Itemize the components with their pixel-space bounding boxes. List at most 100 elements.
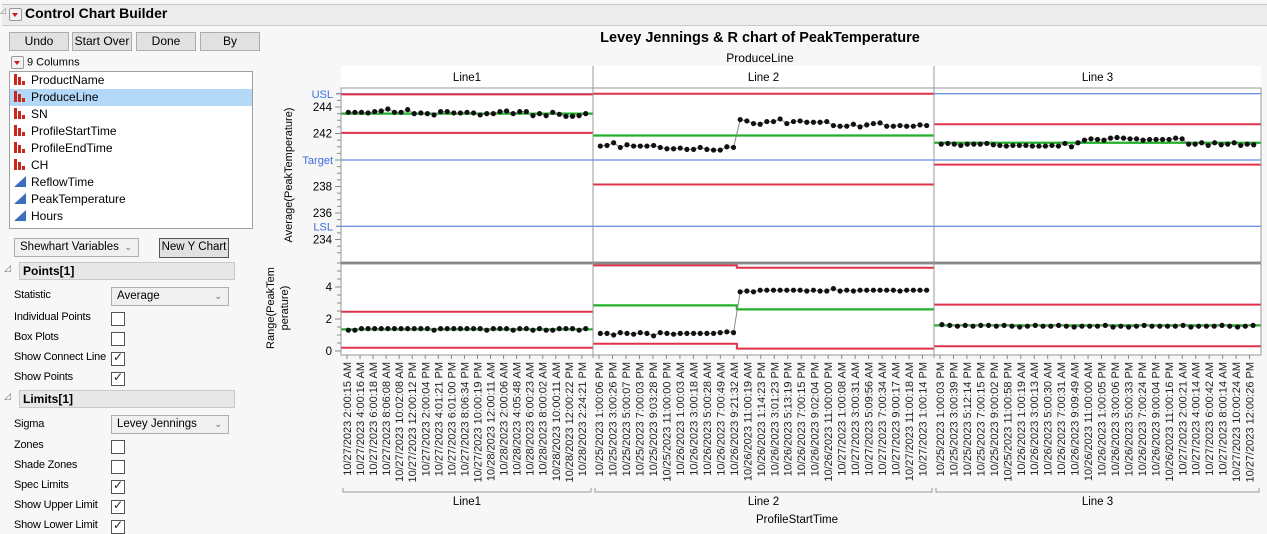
- data-point[interactable]: [1180, 322, 1186, 328]
- limits-section-header[interactable]: ◿ Limits[1]: [4, 390, 235, 408]
- data-point[interactable]: [710, 330, 717, 336]
- data-point[interactable]: [1101, 137, 1107, 143]
- data-point[interactable]: [964, 141, 970, 147]
- data-point[interactable]: [1238, 142, 1244, 149]
- data-point[interactable]: [890, 123, 896, 129]
- data-point[interactable]: [611, 140, 617, 146]
- data-point[interactable]: [770, 287, 777, 293]
- data-point[interactable]: [1063, 323, 1069, 329]
- data-point[interactable]: [924, 287, 930, 293]
- data-point[interactable]: [971, 141, 977, 147]
- data-point[interactable]: [1234, 324, 1241, 330]
- data-point[interactable]: [1149, 323, 1155, 329]
- data-point[interactable]: [490, 326, 496, 332]
- data-point[interactable]: [1055, 322, 1062, 328]
- data-point[interactable]: [378, 326, 384, 332]
- data-point[interactable]: [358, 326, 365, 332]
- shade-zones-checkbox[interactable]: [111, 460, 125, 474]
- data-point[interactable]: [954, 323, 961, 329]
- data-point[interactable]: [637, 330, 643, 336]
- data-point[interactable]: [697, 330, 703, 336]
- data-point[interactable]: [530, 113, 536, 119]
- data-point[interactable]: [1218, 142, 1224, 148]
- data-point[interactable]: [556, 326, 562, 332]
- data-point[interactable]: [770, 118, 777, 125]
- zones-checkbox[interactable]: [111, 440, 125, 454]
- data-point[interactable]: [1081, 137, 1088, 143]
- data-point[interactable]: [517, 326, 523, 332]
- data-point[interactable]: [877, 120, 883, 126]
- data-point[interactable]: [784, 120, 790, 127]
- data-point[interactable]: [910, 123, 916, 129]
- data-point[interactable]: [677, 145, 683, 151]
- data-point[interactable]: [724, 329, 730, 335]
- column-item[interactable]: ProduceLine: [10, 89, 252, 106]
- data-point[interactable]: [1055, 143, 1062, 149]
- data-point[interactable]: [1133, 136, 1140, 142]
- data-point[interactable]: [717, 147, 723, 153]
- data-point[interactable]: [737, 289, 743, 295]
- data-point[interactable]: [411, 326, 417, 332]
- data-point[interactable]: [924, 122, 930, 129]
- data-point[interactable]: [984, 140, 990, 147]
- data-point[interactable]: [497, 326, 503, 332]
- data-point[interactable]: [864, 122, 870, 128]
- data-point[interactable]: [897, 122, 903, 129]
- box-plots-checkbox[interactable]: [111, 332, 125, 346]
- data-point[interactable]: [1166, 136, 1172, 143]
- column-item[interactable]: PeakTemperature: [10, 191, 252, 208]
- data-point[interactable]: [757, 287, 763, 293]
- data-point[interactable]: [597, 330, 603, 336]
- data-point[interactable]: [670, 146, 677, 152]
- collapse-triangle-icon[interactable]: ◿: [0, 6, 7, 15]
- data-point[interactable]: [563, 326, 569, 332]
- data-point[interactable]: [510, 111, 516, 117]
- data-point[interactable]: [904, 287, 910, 293]
- data-point[interactable]: [1062, 140, 1068, 147]
- data-point[interactable]: [837, 123, 843, 129]
- data-point[interactable]: [864, 287, 870, 293]
- data-point[interactable]: [917, 122, 923, 128]
- show-upper-limit-checkbox[interactable]: [111, 498, 125, 514]
- data-point[interactable]: [644, 330, 650, 336]
- data-point[interactable]: [817, 119, 823, 125]
- data-point[interactable]: [424, 111, 431, 117]
- data-point[interactable]: [631, 143, 637, 149]
- data-point[interactable]: [724, 144, 730, 150]
- done-button[interactable]: Done: [136, 32, 196, 51]
- data-point[interactable]: [704, 146, 710, 152]
- data-point[interactable]: [1009, 323, 1015, 329]
- data-point[interactable]: [569, 326, 576, 332]
- data-point[interactable]: [411, 111, 417, 117]
- data-point[interactable]: [1071, 324, 1077, 330]
- data-point[interactable]: [730, 144, 737, 151]
- data-point[interactable]: [1157, 323, 1163, 329]
- data-point[interactable]: [536, 326, 543, 332]
- show-points-checkbox[interactable]: [111, 370, 125, 386]
- data-point[interactable]: [418, 110, 424, 116]
- data-point[interactable]: [790, 118, 797, 125]
- data-point[interactable]: [497, 109, 503, 115]
- data-point[interactable]: [857, 287, 863, 293]
- data-point[interactable]: [550, 109, 556, 115]
- data-point[interactable]: [1010, 142, 1016, 149]
- data-point[interactable]: [962, 322, 968, 328]
- data-point[interactable]: [1001, 322, 1007, 328]
- data-point[interactable]: [583, 326, 589, 332]
- data-point[interactable]: [624, 330, 630, 336]
- data-point[interactable]: [1203, 323, 1210, 329]
- data-point[interactable]: [910, 287, 916, 293]
- data-point[interactable]: [1250, 322, 1256, 328]
- data-point[interactable]: [484, 327, 490, 333]
- column-item[interactable]: ProfileEndTime: [10, 140, 252, 157]
- spec-limits-checkbox[interactable]: [111, 478, 125, 494]
- data-point[interactable]: [1049, 142, 1055, 149]
- data-point[interactable]: [1212, 140, 1218, 146]
- data-point[interactable]: [757, 121, 763, 127]
- data-point[interactable]: [651, 333, 657, 339]
- start-over-button[interactable]: Start Over: [72, 32, 132, 51]
- data-point[interactable]: [503, 326, 510, 332]
- data-point[interactable]: [1227, 323, 1233, 329]
- data-point[interactable]: [938, 141, 944, 147]
- data-point[interactable]: [438, 326, 444, 332]
